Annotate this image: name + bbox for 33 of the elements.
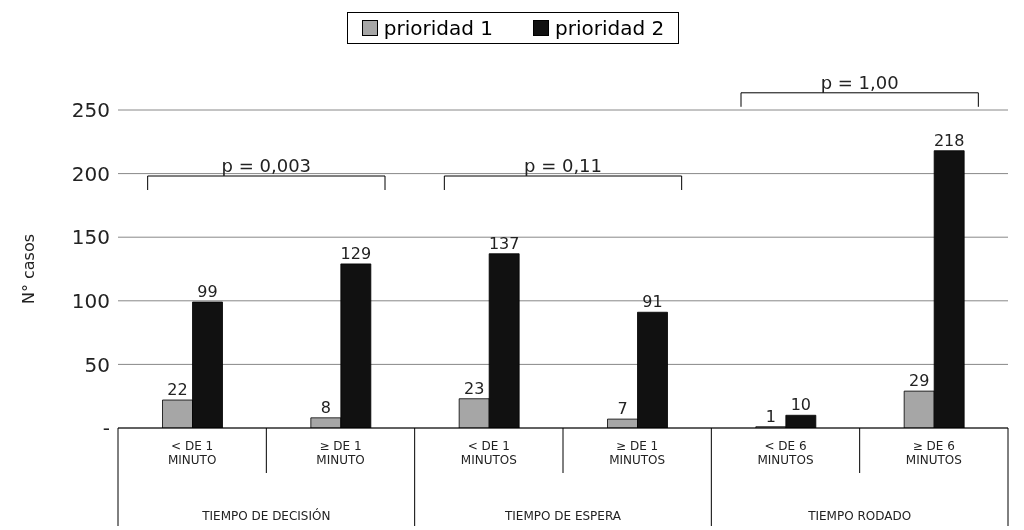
annotation: p = 0,11 bbox=[523, 155, 603, 176]
text: TIEMPO DE DECISIÓN bbox=[201, 508, 331, 523]
annotation: p = 0,003 bbox=[221, 155, 312, 176]
x-tick-label: ≥ DE 6 MINUTOS bbox=[905, 439, 962, 467]
y-axis-title: N° casos bbox=[18, 233, 38, 305]
y-tick-label: 50 bbox=[84, 352, 110, 377]
legend-label: prioridad 2 bbox=[554, 16, 665, 40]
x-tick-label: ≥ DE 1 MINUTOS bbox=[609, 439, 666, 467]
x-tick-label: ≥ DE 1 MINUTO bbox=[316, 439, 365, 467]
legend-label: prioridad 1 bbox=[382, 16, 493, 40]
data-label: 10 bbox=[790, 395, 812, 415]
data-label: 23 bbox=[463, 378, 485, 398]
data-label: 218 bbox=[933, 130, 965, 150]
x-tick-label: < DE 1 MINUTO bbox=[167, 439, 217, 467]
text: TIEMPO RODADO bbox=[807, 509, 912, 523]
data-label: 7 bbox=[617, 399, 628, 419]
y-tick-label: 150 bbox=[71, 225, 110, 250]
data-label: 1 bbox=[765, 406, 776, 426]
data-label: 29 bbox=[908, 371, 930, 391]
x-tick-label: < DE 6 MINUTOS bbox=[757, 439, 814, 467]
data-label: 8 bbox=[320, 397, 331, 417]
y-tick-label: - bbox=[102, 416, 110, 441]
data-label: 99 bbox=[197, 282, 218, 302]
text: p = 1,00 bbox=[820, 71, 899, 93]
y-tick-label: 200 bbox=[71, 161, 110, 186]
y-tick-label: 100 bbox=[71, 288, 110, 313]
data-label: 137 bbox=[488, 233, 520, 253]
y-tick-label: 250 bbox=[71, 98, 110, 123]
x-tick-label: < DE 1 MINUTOS bbox=[460, 439, 517, 467]
text: TIEMPO DE ESPERA bbox=[503, 509, 622, 523]
data-label: 129 bbox=[340, 243, 372, 263]
data-label: 22 bbox=[167, 380, 188, 400]
data-label: 91 bbox=[642, 292, 663, 312]
